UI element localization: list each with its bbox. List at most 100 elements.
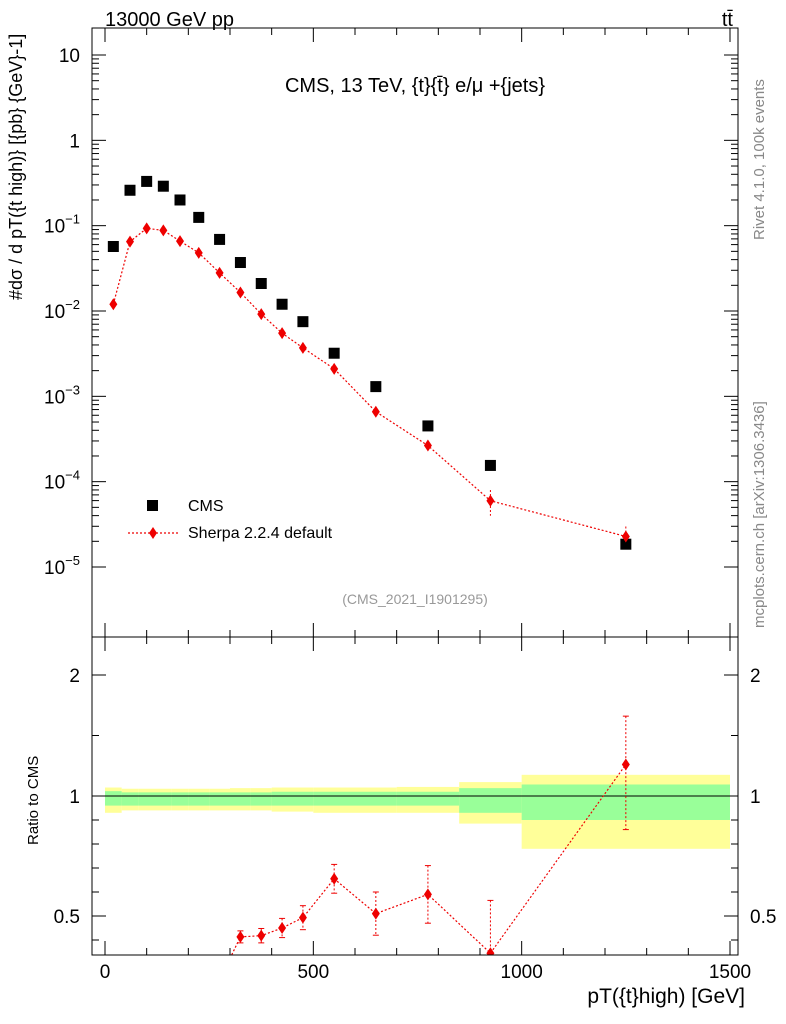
legend-sherpa-marker bbox=[149, 527, 157, 539]
mcplots-source-label: mcplots.cern.ch [arXiv:1306.3436] bbox=[751, 401, 768, 628]
ratio-y-tick-label: 1 bbox=[69, 787, 80, 808]
main-y-tick-label: 10−5 bbox=[44, 553, 80, 579]
ratio-point bbox=[278, 922, 287, 934]
band-inner-segment bbox=[155, 792, 172, 806]
band-inner-segment bbox=[355, 791, 397, 806]
legend-sherpa-label: Sherpa 2.2.4 default bbox=[188, 525, 333, 542]
main-y-tick-labels: 10 1 10−1 10−2 10−3 10−4 10−5 bbox=[44, 46, 80, 579]
cms-point bbox=[107, 240, 119, 252]
ratio-ticks bbox=[92, 637, 738, 955]
band-inner-segment bbox=[396, 791, 460, 806]
x-tick-label: 500 bbox=[297, 962, 329, 983]
cms-point bbox=[370, 381, 382, 393]
cms-point bbox=[276, 298, 288, 310]
band-inner-segment bbox=[171, 792, 189, 806]
x-tick-label: 1500 bbox=[709, 962, 751, 983]
main-y-tick-label: 10−2 bbox=[44, 297, 80, 323]
sherpa-point bbox=[330, 362, 339, 375]
ratio-point bbox=[423, 888, 432, 901]
band-inner-segment bbox=[292, 791, 314, 806]
main-panel: 10 1 10−1 10−2 10−3 10−4 10−5 #dσ / d pT({t hi… bbox=[6, 27, 739, 638]
band-inner-segment bbox=[230, 792, 251, 806]
band-inner-segment bbox=[250, 792, 272, 806]
x-axis-label: pT({t}high) [GeV] bbox=[587, 985, 745, 1008]
sherpa-point bbox=[176, 235, 184, 248]
rivet-version-label: Rivet 4.1.0, 100k events bbox=[751, 79, 768, 240]
legend: CMS Sherpa 2.2.4 default bbox=[128, 498, 333, 542]
band-inner-segment bbox=[105, 791, 122, 806]
band-inner-segment bbox=[271, 791, 293, 806]
sherpa-point bbox=[236, 286, 245, 299]
sherpa-point bbox=[278, 327, 287, 340]
ratio-point bbox=[298, 911, 307, 924]
x-tick-label: 1000 bbox=[501, 962, 543, 983]
ratio-point bbox=[621, 758, 630, 771]
x-tick-labels: 0 500 1000 1500 bbox=[100, 962, 751, 983]
ratio-point bbox=[330, 872, 339, 885]
cms-point bbox=[328, 347, 340, 359]
ratio-y-tick-label: 2 bbox=[69, 666, 80, 687]
sherpa-point bbox=[621, 530, 630, 543]
sherpa-point bbox=[298, 341, 307, 354]
cms-point bbox=[193, 211, 205, 223]
ratio-y-tick-labels: 0.5 0.5 1 1 2 2 bbox=[54, 666, 777, 928]
sherpa-point bbox=[257, 308, 266, 321]
main-y-axis-label: #dσ / d pT({t high)} [{pb} {GeV}-1] bbox=[6, 34, 26, 300]
cms-point bbox=[297, 316, 309, 328]
band-inner-segment bbox=[188, 792, 210, 806]
cms-point bbox=[484, 459, 496, 471]
energy-label: 13000 GeV pp bbox=[105, 9, 234, 31]
ratio-frame bbox=[91, 636, 739, 956]
analysis-id: (CMS_2021_I1901295) bbox=[342, 591, 488, 607]
ratio-panel: 0.5 0.5 1 1 2 2 0 500 1000 1500 Ratio to CMS pT(… bbox=[25, 636, 777, 1008]
x-tick-label: 0 bbox=[100, 962, 111, 983]
cms-point bbox=[255, 278, 267, 290]
sherpa-point bbox=[486, 494, 495, 507]
process-label: tt̄ bbox=[722, 9, 734, 31]
ratio-point bbox=[371, 907, 380, 920]
main-ticks bbox=[92, 28, 738, 637]
ratio-y-axis-label: Ratio to CMS bbox=[25, 756, 42, 845]
cms-point bbox=[141, 175, 153, 187]
cms-point bbox=[620, 538, 632, 550]
ratio-point bbox=[257, 929, 266, 942]
sherpa-point bbox=[142, 222, 151, 235]
main-frame bbox=[91, 27, 739, 638]
ratio-y-tick-label-right: 2 bbox=[750, 666, 761, 687]
ratio-y-tick-label-right: 0.5 bbox=[750, 907, 776, 928]
legend-cms-marker bbox=[147, 500, 158, 511]
sherpa-point bbox=[126, 235, 134, 248]
sherpa-points bbox=[109, 222, 630, 543]
band-inner-segment bbox=[459, 788, 522, 813]
experiment-label: CMS, 13 TeV, {t}{t̄} e/μ +{jets} bbox=[285, 75, 545, 97]
ratio-point bbox=[486, 947, 495, 955]
main-y-tick-label: 10 bbox=[59, 46, 80, 67]
sherpa-curve bbox=[112, 227, 626, 538]
main-y-tick-label: 1 bbox=[69, 131, 80, 152]
sherpa-point bbox=[215, 266, 224, 279]
band-inner-segment bbox=[138, 792, 155, 806]
cms-point bbox=[234, 257, 246, 269]
legend-cms-label: CMS bbox=[188, 498, 224, 515]
sherpa-point bbox=[371, 405, 380, 418]
cms-points bbox=[107, 175, 632, 550]
band-inner-segment bbox=[313, 791, 355, 806]
sherpa-point bbox=[109, 298, 118, 311]
cms-point bbox=[214, 233, 226, 245]
sherpa-point bbox=[159, 224, 168, 237]
ratio-point bbox=[236, 930, 245, 943]
cms-point bbox=[157, 180, 169, 192]
ratio-curve-entry bbox=[230, 936, 241, 955]
main-y-tick-label: 10−1 bbox=[44, 212, 80, 238]
sherpa-point bbox=[423, 439, 432, 452]
ratio-y-tick-label: 0.5 bbox=[54, 907, 80, 928]
cms-point bbox=[124, 184, 136, 196]
band-inner-segment bbox=[121, 792, 139, 806]
main-y-tick-label: 10−4 bbox=[44, 468, 80, 494]
sherpa-point bbox=[194, 246, 203, 259]
ratio-sherpa-points bbox=[236, 758, 630, 955]
ratio-error-bars bbox=[237, 715, 629, 955]
ratio-y-tick-label-right: 1 bbox=[750, 787, 761, 808]
cms-point bbox=[174, 194, 186, 206]
